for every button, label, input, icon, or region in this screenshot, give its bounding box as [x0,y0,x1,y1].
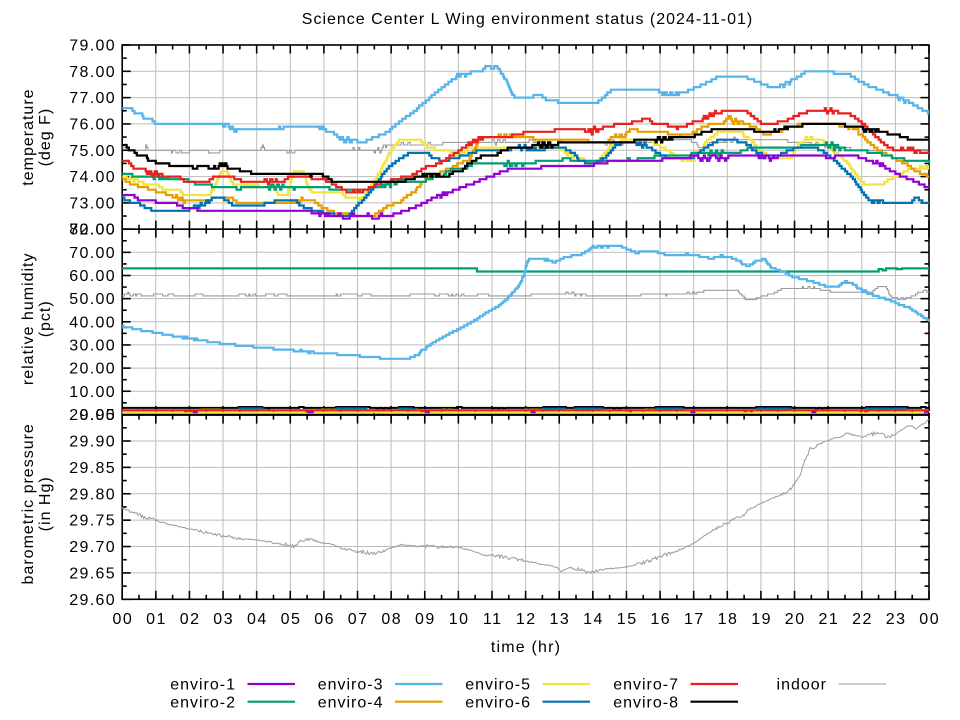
svg-text:79.00: 79.00 [69,38,116,55]
svg-text:time (hr): time (hr) [491,639,561,656]
svg-text:50.00: 50.00 [69,291,116,308]
svg-text:73.00: 73.00 [69,195,116,212]
svg-text:indoor: indoor [777,677,827,694]
svg-text:29.65: 29.65 [69,565,116,582]
svg-text:enviro-4: enviro-4 [318,694,384,711]
svg-text:11: 11 [483,611,503,628]
svg-text:09: 09 [415,611,436,628]
svg-text:74.00: 74.00 [69,169,116,186]
svg-text:70.00: 70.00 [69,245,116,262]
svg-text:06: 06 [314,611,335,628]
svg-text:(deg F): (deg F) [37,108,54,167]
svg-text:77.00: 77.00 [69,90,116,107]
svg-text:02: 02 [180,611,201,628]
svg-text:29.70: 29.70 [69,539,116,556]
svg-text:30.00: 30.00 [69,337,116,354]
svg-text:20.00: 20.00 [69,361,116,378]
svg-text:80.00: 80.00 [69,222,116,239]
svg-text:17: 17 [684,611,705,628]
svg-text:enviro-5: enviro-5 [465,677,531,694]
svg-text:enviro-3: enviro-3 [318,677,384,694]
svg-text:14: 14 [583,611,604,628]
svg-text:01: 01 [146,611,167,628]
svg-text:60.00: 60.00 [69,268,116,285]
svg-text:(pct): (pct) [37,300,54,337]
svg-text:barometric pressure: barometric pressure [20,423,37,584]
svg-text:19: 19 [751,611,772,628]
svg-text:29.90: 29.90 [69,434,116,451]
svg-text:enviro-1: enviro-1 [170,677,236,694]
svg-text:72.00: 72.00 [69,222,116,239]
svg-text:22: 22 [852,611,873,628]
svg-text:04: 04 [247,611,268,628]
svg-text:enviro-7: enviro-7 [613,677,679,694]
svg-text:05: 05 [281,611,302,628]
svg-text:18: 18 [718,611,739,628]
svg-text:enviro-2: enviro-2 [170,694,236,711]
svg-text:0.00: 0.00 [79,407,116,424]
svg-text:Science Center L Wing environm: Science Center L Wing environment status… [302,11,753,28]
svg-text:29.75: 29.75 [69,513,116,530]
svg-text:13: 13 [550,611,571,628]
svg-text:temperature: temperature [20,88,37,185]
svg-text:75.00: 75.00 [69,143,116,160]
svg-text:29.85: 29.85 [69,460,116,477]
svg-text:12: 12 [516,611,537,628]
svg-text:enviro-8: enviro-8 [613,694,679,711]
svg-text:enviro-6: enviro-6 [465,694,531,711]
svg-text:29.60: 29.60 [69,592,116,609]
svg-text:00: 00 [919,611,940,628]
svg-text:10.00: 10.00 [69,384,116,401]
svg-text:76.00: 76.00 [69,116,116,133]
svg-text:03: 03 [213,611,234,628]
svg-text:00: 00 [113,611,134,628]
svg-text:29.95: 29.95 [69,407,116,424]
svg-text:23: 23 [886,611,907,628]
svg-text:21: 21 [819,611,840,628]
svg-text:(in Hg): (in Hg) [37,476,54,531]
svg-text:07: 07 [348,611,369,628]
svg-text:10: 10 [449,611,470,628]
svg-text:40.00: 40.00 [69,314,116,331]
svg-text:20: 20 [785,611,806,628]
svg-text:08: 08 [381,611,402,628]
svg-text:78.00: 78.00 [69,64,116,81]
svg-text:15: 15 [617,611,638,628]
svg-text:29.80: 29.80 [69,486,116,503]
svg-text:relative humidity: relative humidity [20,252,37,385]
svg-text:16: 16 [650,611,671,628]
